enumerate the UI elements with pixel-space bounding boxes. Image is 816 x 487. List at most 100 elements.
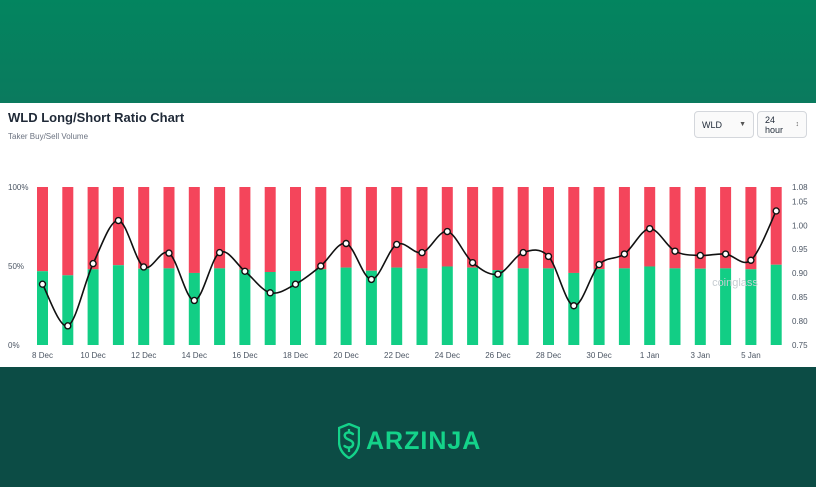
x-axis-tick-label: 18 Dec <box>283 351 308 360</box>
long-bar <box>264 272 276 345</box>
right-axis-tick-label: 0.85 <box>792 293 808 302</box>
interval-select-value: 24 hour <box>765 114 784 135</box>
long-bar <box>694 268 706 345</box>
coin-select[interactable]: WLD ▼ <box>694 111 754 138</box>
short-bar <box>593 187 605 270</box>
long-bar <box>214 268 226 345</box>
ratio-point <box>646 224 654 233</box>
coin-select-value: WLD <box>702 119 722 130</box>
short-bar <box>720 187 732 269</box>
short-bar <box>37 187 48 272</box>
x-axis-tick-label: 3 Jan <box>691 351 711 360</box>
long-bar <box>517 268 529 345</box>
right-axis-tick-label: 0.75 <box>792 341 808 350</box>
x-axis-tick-label: 1 Jan <box>640 351 660 360</box>
short-bar <box>745 187 757 270</box>
long-bar <box>770 264 782 345</box>
short-bar <box>340 187 352 268</box>
chevron-down-icon: ▼ <box>739 121 746 128</box>
ratio-point <box>747 256 755 264</box>
short-bar <box>492 187 504 271</box>
chart-title: WLD Long/Short Ratio Chart <box>8 110 185 125</box>
x-axis-tick-label: 28 Dec <box>536 351 561 360</box>
short-bar <box>568 187 580 273</box>
interval-select[interactable]: 24 hour ↕ <box>757 111 807 138</box>
long-bar <box>644 266 656 345</box>
short-bar <box>112 187 124 266</box>
ratio-point <box>64 322 72 330</box>
short-bar <box>416 187 428 269</box>
ratio-point <box>620 250 629 258</box>
ratio-point <box>89 259 97 268</box>
right-axis-tick-label: 1.08 <box>792 183 808 192</box>
long-bar <box>87 269 99 345</box>
short-bar <box>315 187 327 270</box>
ratio-point <box>443 227 451 236</box>
long-bar <box>62 275 74 345</box>
long-short-chart: 0% 50% 100% 0.75 0.80 0.85 0.90 0.95 1.00 1.05 1.… <box>8 183 808 360</box>
shield-dollar-icon <box>338 423 360 459</box>
ratio-line <box>41 210 777 327</box>
right-axis-tick-label: 0.80 <box>792 317 808 326</box>
x-axis-tick-label: 5 Jan <box>741 351 761 360</box>
left-axis: 0% 50% 100% <box>8 183 28 350</box>
ratio-point <box>266 289 274 297</box>
long-bar <box>37 271 48 345</box>
footer-background <box>0 367 816 487</box>
short-bar <box>214 187 226 269</box>
chart-subtitle: Taker Buy/Sell Volume <box>8 132 89 141</box>
short-bar <box>62 187 74 276</box>
short-bar <box>138 187 150 269</box>
short-bar <box>669 187 681 269</box>
right-axis-tick-label: 1.05 <box>792 197 808 206</box>
ratio-point <box>393 240 401 249</box>
x-axis-tick-label: 16 Dec <box>232 351 257 360</box>
short-bar <box>467 187 479 268</box>
x-axis-tick-label: 30 Dec <box>586 351 611 360</box>
short-bar <box>770 187 782 265</box>
short-bar <box>543 187 554 269</box>
long-bar <box>188 272 200 345</box>
x-axis-tick-label: 10 Dec <box>80 351 105 360</box>
ratio-point <box>317 262 325 270</box>
watermark-text: coinglass <box>712 277 758 289</box>
long-bar <box>593 269 605 345</box>
bar-series <box>37 187 782 345</box>
chevron-updown-icon: ↕ <box>795 121 800 128</box>
long-bar <box>391 267 403 345</box>
ratio-point <box>721 250 730 258</box>
ratio-point <box>165 249 173 257</box>
ratio-point <box>139 263 148 271</box>
long-bar <box>315 269 327 345</box>
ratio-point <box>190 296 199 305</box>
ratio-point <box>418 248 426 257</box>
long-bar <box>543 268 554 345</box>
x-axis-tick-label: 8 Dec <box>32 351 53 360</box>
left-axis-tick-label: 100% <box>8 183 28 192</box>
ratio-points <box>38 207 780 330</box>
ratio-point <box>696 251 704 260</box>
short-bar <box>163 187 175 269</box>
ratio-point <box>544 252 553 261</box>
short-bar <box>290 187 301 272</box>
long-bar <box>618 268 630 345</box>
long-bar <box>365 270 377 345</box>
x-axis-tick-label: 12 Dec <box>131 351 156 360</box>
long-bar <box>467 267 479 345</box>
brand-logo: ARZINJA <box>338 421 481 461</box>
ratio-point <box>494 270 502 278</box>
short-bar <box>264 187 276 273</box>
ratio-point <box>241 267 249 275</box>
right-axis: 0.75 0.80 0.85 0.90 0.95 1.00 1.05 1.08 <box>792 183 808 350</box>
long-bar <box>138 268 150 345</box>
ratio-point <box>114 216 123 225</box>
short-bar <box>618 187 630 269</box>
brand-name: ARZINJA <box>366 426 482 455</box>
short-bar <box>517 187 529 269</box>
header-background <box>0 0 816 103</box>
chart-panel: WLD Long/Short Ratio Chart Taker Buy/Sel… <box>0 103 816 367</box>
short-bar <box>365 187 377 271</box>
short-bar <box>391 187 403 268</box>
left-axis-tick-label: 50% <box>8 262 24 271</box>
long-bar <box>745 269 757 345</box>
